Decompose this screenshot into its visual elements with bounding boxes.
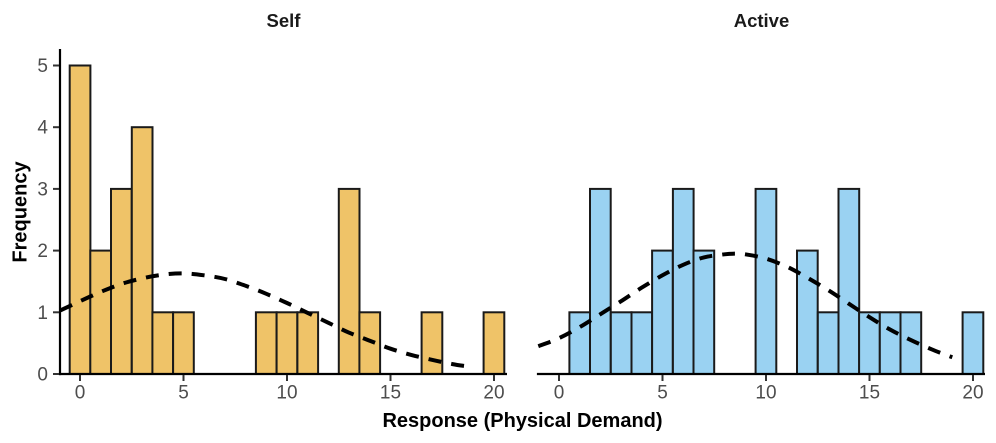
histogram-bar	[68, 64, 92, 375]
density-curve	[59, 271, 466, 368]
x-axis-tick-label: 20	[483, 382, 504, 403]
y-axis-title: Frequency	[9, 161, 32, 263]
histogram-bar	[296, 311, 320, 375]
y-axis-tick-label: 0	[37, 364, 48, 385]
x-axis-tick-label: 15	[859, 382, 880, 403]
histogram-bar	[796, 249, 819, 376]
histogram-bar	[482, 311, 506, 375]
histogram-bar	[878, 311, 902, 375]
x-axis-tick-label: 5	[178, 382, 189, 403]
histogram-bar	[172, 311, 195, 375]
histogram-bar	[130, 126, 154, 375]
histogram-bar	[816, 311, 840, 375]
facet-title-active: Active	[733, 10, 790, 31]
y-axis-tick-label: 3	[37, 179, 48, 200]
histogram-bar	[151, 311, 175, 375]
histogram-bar	[89, 249, 113, 376]
histogram-bar	[589, 187, 612, 375]
y-axis-tick-label: 5	[37, 56, 48, 77]
histogram-bar	[275, 311, 299, 375]
histogram-bar	[420, 311, 444, 375]
histogram-bar	[651, 249, 674, 376]
histogram-bar	[961, 311, 985, 375]
y-axis-tick-label: 1	[37, 303, 48, 324]
histogram-bar	[837, 187, 861, 375]
x-axis-tick-label: 0	[554, 382, 565, 403]
y-axis-tick-label: 4	[37, 118, 48, 139]
histogram-bar	[609, 311, 633, 375]
facet-title-self: Self	[266, 10, 301, 31]
histogram-bar	[358, 311, 382, 375]
x-axis-tick-label: 15	[380, 382, 401, 403]
x-axis-tick-label: 5	[657, 382, 668, 403]
x-axis-tick-label: 0	[75, 382, 86, 403]
x-axis-tick-label: 10	[755, 382, 776, 403]
histogram-bar	[754, 187, 778, 375]
histogram-bar	[692, 249, 716, 376]
histogram-bar	[337, 187, 361, 375]
x-axis-tick-label: 10	[276, 382, 297, 403]
x-axis-title: Response (Physical Demand)	[382, 410, 663, 432]
histogram-bar	[630, 311, 654, 375]
histogram-bar	[254, 311, 278, 375]
y-axis-tick-label: 2	[37, 241, 48, 262]
x-axis-tick-label: 20	[962, 382, 983, 403]
histogram-bar	[671, 187, 695, 375]
